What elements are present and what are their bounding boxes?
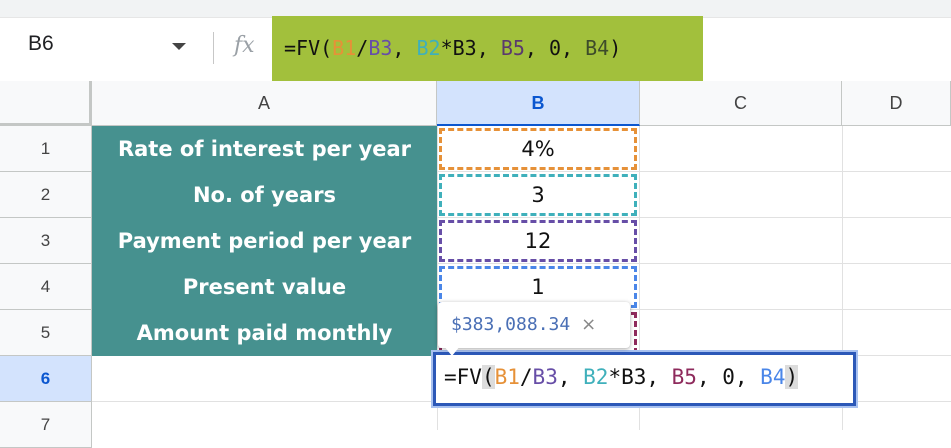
grid-line [92,171,951,172]
cell[interactable]: 4% [439,128,637,170]
formula-token: =FV [444,365,482,389]
formula-token: / [519,365,533,389]
column-header[interactable]: C [640,81,842,126]
grid-line [92,217,951,218]
fx-icon: fx [234,33,255,58]
tooltip-arrow [444,346,460,356]
cell[interactable]: No. of years [92,172,437,218]
formula-token: , 0, [696,365,761,389]
name-box-dropdown[interactable] [172,43,186,50]
formula-token: B4 [760,365,786,389]
grid-line [842,126,843,430]
formula-token: / [356,36,369,60]
row-header[interactable]: 4 [0,264,92,310]
column-header[interactable]: A [92,81,437,126]
result-preview: $383,088.34 × [438,302,630,348]
select-all[interactable] [0,81,92,126]
formula-token: B4 [585,36,610,60]
cell[interactable]: Rate of interest per year [92,126,437,172]
formula-token: B3 [532,365,558,389]
formula-token: B5 [500,36,525,60]
cell-editor[interactable]: =FV(B1/B3, B2*B3, B5, 0, B4) [433,352,856,406]
formula-token: =FV [284,36,321,60]
formula-token: ) [785,365,799,389]
cell[interactable]: Present value [92,264,437,310]
formula-token: , 0, [524,36,586,60]
row-header[interactable]: 1 [0,126,92,172]
formula-token: B2 [416,36,441,60]
formula-token: , [557,365,584,389]
separator [213,32,214,64]
row-header[interactable]: 2 [0,172,92,218]
row-header[interactable]: 6 [0,356,92,402]
formula-token: B2 [583,365,609,389]
formula-token: ( [481,365,495,389]
formula-token: B5 [671,365,697,389]
formula-token: B1 [494,365,520,389]
grid-line [92,263,951,264]
row-header[interactable]: 7 [0,402,92,448]
cell[interactable]: Payment period per year [92,218,437,264]
close-button[interactable]: × [581,314,597,335]
cell[interactable]: Amount paid monthly [92,310,437,356]
row-header[interactable]: 5 [0,310,92,356]
cell[interactable]: 12 [439,220,637,262]
column-header[interactable]: B [437,81,640,126]
preview-value: $383,088.34 [451,314,571,335]
formula-token: B1 [332,36,357,60]
formula-token: , [392,36,417,60]
grid-line [639,126,640,430]
cell[interactable]: 3 [439,174,637,216]
formula-token: *B3, [440,36,501,60]
formula-token: ( [320,36,333,60]
column-header[interactable]: D [842,81,951,126]
name-box[interactable]: B6 [28,32,54,55]
formula-token: ) [609,36,622,60]
formula-token: *B3, [608,365,672,389]
row-header[interactable]: 3 [0,218,92,264]
formula-token: B3 [368,36,393,60]
grid-line [437,126,438,430]
formula-bar[interactable]: =FV(B1/B3, B2*B3, B5, 0, B4) [272,16,703,84]
